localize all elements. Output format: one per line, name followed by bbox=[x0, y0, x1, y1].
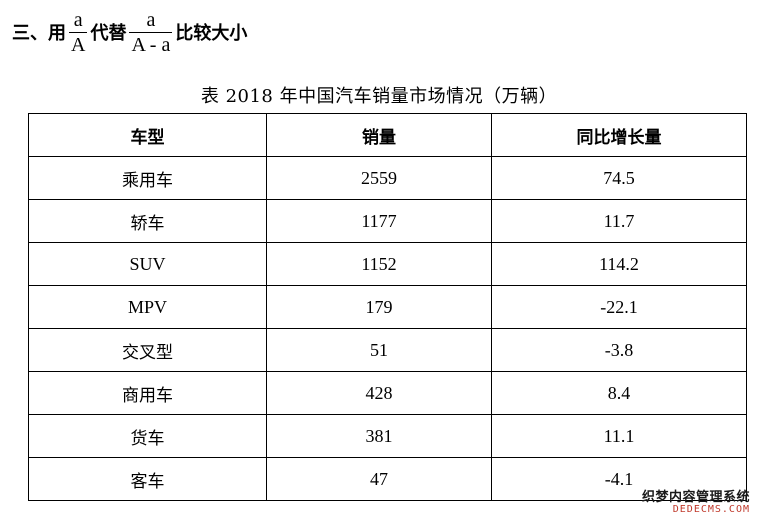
cell-model: 乘用车 bbox=[28, 156, 267, 200]
fraction-a-over-A-minus-a: a A - a bbox=[129, 8, 173, 56]
fraction-denominator: A - a bbox=[129, 31, 173, 56]
watermark-domain: DEDECMS.COM bbox=[672, 503, 750, 515]
table-row: MPV 179 -22.1 bbox=[28, 285, 747, 329]
header-sales: 销量 bbox=[266, 113, 492, 157]
cell-model: 交叉型 bbox=[28, 328, 267, 372]
cell-model: 商用车 bbox=[28, 371, 267, 415]
header-model: 车型 bbox=[28, 113, 267, 157]
cell-growth: 114.2 bbox=[491, 242, 747, 286]
fraction-numerator: a bbox=[73, 8, 83, 31]
table-row: 商用车 428 8.4 bbox=[28, 371, 747, 415]
table-row: 轿车 1177 11.7 bbox=[28, 199, 747, 243]
table-row: 货车 381 11.1 bbox=[28, 414, 747, 458]
fraction-numerator: a bbox=[146, 8, 156, 31]
watermark-title: 织梦内容管理系统 bbox=[641, 489, 750, 505]
cell-growth: 11.1 bbox=[491, 414, 747, 458]
table-header-row: 车型 销量 同比增长量 bbox=[28, 113, 747, 157]
cell-model: 货车 bbox=[28, 414, 267, 458]
header-yoy-growth: 同比增长量 bbox=[491, 113, 747, 157]
cell-model: 客车 bbox=[28, 457, 267, 501]
cell-sales: 1177 bbox=[266, 199, 492, 243]
cell-sales: 1152 bbox=[266, 242, 492, 286]
fraction-denominator: A bbox=[69, 31, 88, 56]
sales-table: 车型 销量 同比增长量 乘用车 2559 74.5 轿车 1177 11.7 S… bbox=[28, 113, 747, 501]
heading-middle: 代替 bbox=[90, 23, 127, 44]
cell-model: SUV bbox=[28, 242, 267, 286]
section-heading: 三、用 a A 代替 a A - a 比较大小 bbox=[12, 4, 247, 60]
cell-sales: 179 bbox=[266, 285, 492, 329]
cell-sales: 51 bbox=[266, 328, 492, 372]
cell-model: 轿车 bbox=[28, 199, 267, 243]
fraction-a-over-A: a A bbox=[69, 8, 88, 56]
cell-model: MPV bbox=[28, 285, 267, 329]
table-row: 客车 47 -4.1 bbox=[28, 457, 747, 501]
cell-growth: 74.5 bbox=[491, 156, 747, 200]
cell-sales: 2559 bbox=[266, 156, 492, 200]
cell-growth: -22.1 bbox=[491, 285, 747, 329]
table-row: SUV 1152 114.2 bbox=[28, 242, 747, 286]
table-row: 乘用车 2559 74.5 bbox=[28, 156, 747, 200]
cell-sales: 47 bbox=[266, 457, 492, 501]
cell-growth: -3.8 bbox=[491, 328, 747, 372]
cell-growth: -4.1 bbox=[491, 457, 747, 501]
table-row: 交叉型 51 -3.8 bbox=[28, 328, 747, 372]
heading-prefix: 三、用 bbox=[12, 23, 66, 44]
cell-growth: 11.7 bbox=[491, 199, 747, 243]
cell-sales: 428 bbox=[266, 371, 492, 415]
cell-sales: 381 bbox=[266, 414, 492, 458]
cell-growth: 8.4 bbox=[491, 371, 747, 415]
heading-suffix: 比较大小 bbox=[175, 23, 248, 44]
watermark: 织梦内容管理系统 DEDECMS.COM bbox=[642, 491, 750, 515]
table-caption: 表 2018 年中国汽车销量市场情况（万辆） bbox=[200, 86, 558, 107]
